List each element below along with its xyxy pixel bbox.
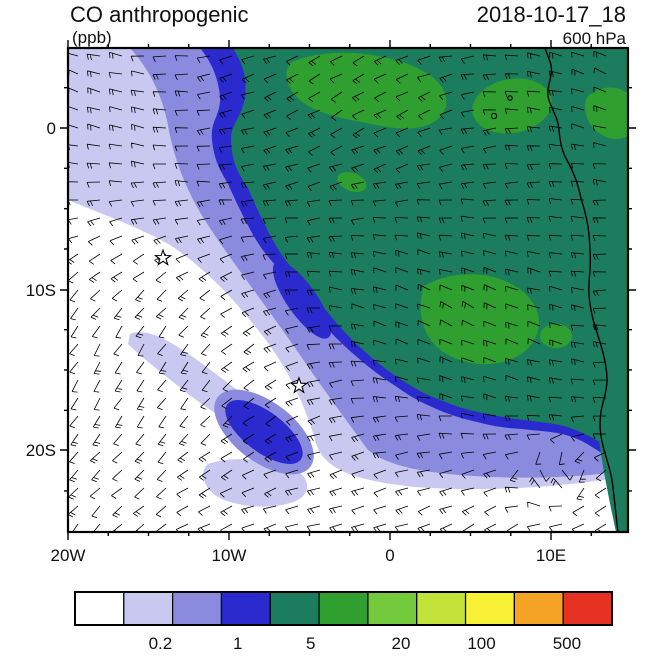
star-marker bbox=[153, 248, 173, 266]
colorbar-tick-label: 5 bbox=[306, 634, 315, 653]
station-star-markers bbox=[153, 248, 309, 394]
colorbar-tick-label: 0.2 bbox=[149, 634, 173, 653]
colorbar-cell bbox=[123, 591, 174, 626]
star-marker bbox=[289, 376, 309, 394]
green-patch-near-coast bbox=[540, 324, 572, 348]
colorbar-cell bbox=[172, 591, 223, 626]
colorbar-cell bbox=[318, 591, 369, 626]
map-layers bbox=[68, 48, 628, 532]
wind-barbs-layer bbox=[68, 50, 607, 532]
tick-marks bbox=[60, 40, 636, 540]
axis-ticks bbox=[60, 40, 636, 540]
colorbar-cell bbox=[513, 591, 564, 626]
valid-time-label: 2018-10-17_18 bbox=[477, 2, 626, 27]
units-label: (ppb) bbox=[72, 28, 112, 47]
plot-title: CO anthropogenic bbox=[70, 2, 249, 27]
x-tick-label: 20W bbox=[51, 546, 86, 565]
colorbar-border bbox=[74, 591, 613, 626]
y-tick-label: 10S bbox=[26, 281, 56, 300]
blue-tongue-center bbox=[272, 261, 332, 339]
y-tick-label: 0 bbox=[47, 119, 56, 138]
wind-barbs-path bbox=[68, 50, 607, 532]
axis-labels: 20W 10W 0 10E 0 10S 20S bbox=[26, 119, 566, 565]
green-patch-small bbox=[337, 172, 367, 192]
island-sao-tome bbox=[490, 112, 498, 120]
colorbar-cell bbox=[74, 591, 125, 626]
colorbar-cell bbox=[464, 591, 515, 626]
colorbar-tick-label: 500 bbox=[553, 634, 581, 653]
x-tick-label: 10E bbox=[536, 546, 566, 565]
green-maximum-top bbox=[286, 52, 447, 129]
colorbar-cell bbox=[416, 591, 467, 626]
blue-blob-south bbox=[225, 400, 303, 464]
pressure-level-label: 600 hPa bbox=[563, 29, 627, 48]
colorbar-cell bbox=[562, 591, 613, 626]
colorbar-cell bbox=[220, 591, 271, 626]
colorbar-tick-label: 100 bbox=[467, 634, 495, 653]
y-tick-label: 20S bbox=[26, 441, 56, 460]
green-maximum-middle bbox=[420, 274, 540, 365]
colorbar: 0.2 1 5 20 100 500 bbox=[74, 591, 613, 653]
colorbar-tick-label: 1 bbox=[233, 634, 242, 653]
colorbar-tick-label: 20 bbox=[392, 634, 411, 653]
x-tick-label: 10W bbox=[212, 546, 247, 565]
colorbar-cell bbox=[367, 591, 418, 626]
x-tick-label: 0 bbox=[385, 546, 394, 565]
map-border bbox=[66, 46, 630, 534]
colorbar-cell bbox=[269, 591, 320, 626]
coastline-africa bbox=[544, 48, 619, 532]
island-principe bbox=[507, 95, 513, 101]
